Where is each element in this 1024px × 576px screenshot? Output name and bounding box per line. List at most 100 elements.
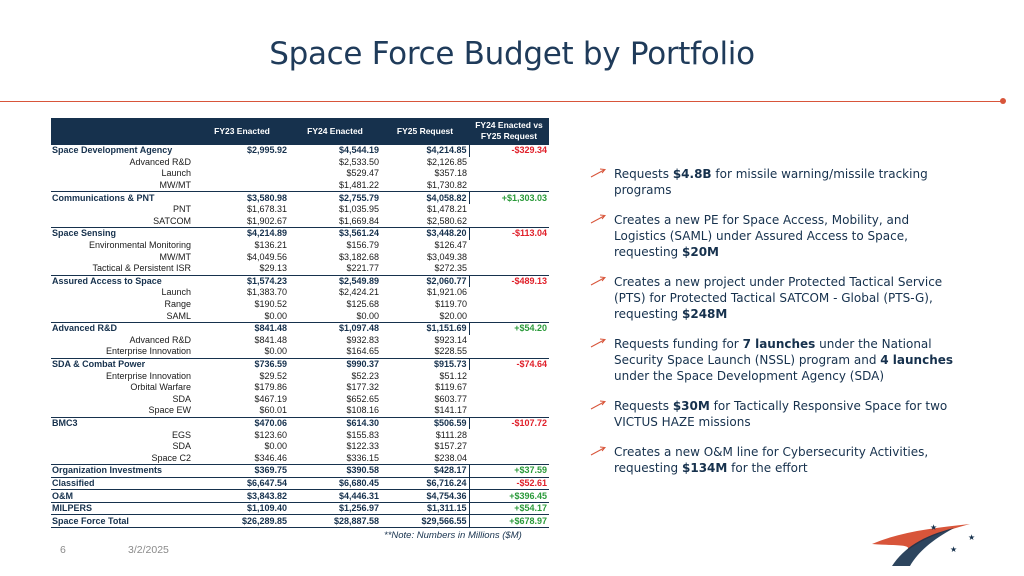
table-row: Advanced R&D $2,533.50 $2,126.85 [51,157,549,169]
cell-delta: +$37.59 [468,464,549,478]
cell-delta [469,310,549,322]
cell-fy23: $0.00 [264,310,287,321]
cell-fy23 [195,157,289,169]
cell-delta [469,441,549,453]
row-label: Advanced R&D [51,321,195,335]
cell-delta: +$396.45 [468,489,549,503]
cell-fy24: $4,446.31 [289,489,381,503]
cell-delta: -$74.64 [468,357,549,371]
cell-fy23: $123.60 [254,429,287,440]
cell-fy25: $272.35 [434,263,467,274]
cell-fy23: $190.52 [254,299,287,310]
table-row: MW/MT $4,049.56 $3,182.68 $3,049.38 [51,251,549,263]
cell-fy24: $155.83 [346,429,379,440]
highlight-emphasis: $30M [672,399,710,413]
row-label: SDA [172,441,191,452]
cell-fy25: $141.17 [434,405,467,416]
table-row: Launch $1,383.70 $2,424.21 $1,921.06 [51,287,549,299]
cell-fy24: $6,680.45 [289,476,381,490]
cell-fy24: $1,481.22 [338,180,379,191]
cell-fy23: $0.00 [264,346,287,357]
arrow-icon [590,338,606,348]
cell-fy23: $29.52 [259,370,287,381]
cell-fy25: $3,448.20 [381,227,469,240]
cell-fy25: $1,730.82 [426,180,467,191]
cell-delta: -$489.13 [468,274,549,288]
cell-delta: +$678.97 [468,514,549,528]
cell-fy25: $51.12 [439,370,467,381]
table-body: Space Development Agency $2,995.92 $4,544.… [51,143,549,528]
cell-fy24: $28,887.58 [289,514,381,528]
row-label: Advanced R&D [129,334,191,345]
cell-fy23: $4,214.89 [195,227,289,240]
highlight-emphasis: 7 launches [742,337,816,351]
row-label: Space Sensing [51,227,195,240]
table-header-row: FY23 Enacted FY24 Enacted FY25 Request F… [51,118,549,145]
cell-fy24: $0.00 [356,310,379,321]
table-row: Launch $529.47 $357.18 [51,168,549,180]
cell-fy25: $228.55 [434,346,467,357]
table-row: Tactical & Persistent ISR $29.13 $221.77 $2… [51,263,549,275]
table-row: PNT $1,678.31 $1,035.95 $1,478.21 [51,204,549,216]
cell-delta [469,180,549,192]
cell-delta [469,168,549,180]
row-label: Space C2 [151,452,191,463]
row-label: Classified [51,476,195,490]
cell-fy23: $1,109.40 [195,501,289,515]
cell-fy24: $108.16 [346,405,379,416]
cell-fy24: $1,256.97 [289,501,381,515]
cell-delta [469,287,549,299]
cell-delta [469,157,549,169]
cell-fy23: $6,647.54 [195,476,289,490]
row-label: Orbital Warfare [130,382,191,393]
row-label: SATCOM [153,215,191,226]
cell-fy25: $923.14 [434,334,467,345]
cell-fy23: $1,902.67 [246,215,287,226]
row-label: Organization Investments [51,464,195,478]
cell-fy24: $529.47 [346,168,379,179]
row-label: MW/MT [159,251,192,262]
row-label: MILPERS [51,501,195,515]
row-label: SDA [172,393,191,404]
highlight-emphasis: 4 launches [880,353,954,367]
cell-delta [469,382,549,394]
highlight-text: under the Space Development Agency (SDA) [614,369,884,383]
row-label: Space Development Agency [51,143,195,157]
cell-fy25: $111.28 [435,429,467,440]
row-label: Enterprise Innovation [105,346,191,357]
cell-fy23: $736.59 [195,357,289,371]
cell-delta [469,335,549,347]
cell-fy25: $4,214.85 [381,143,469,157]
cell-fy25: $1,151.69 [381,321,469,335]
category-row: O&M $3,843.82 $4,446.31 $4,754.36 +$396.45 [51,489,549,503]
cell-fy24: $122.33 [346,441,379,452]
cell-delta: +$1,303.03 [468,191,549,204]
cell-fy24: $2,533.50 [338,156,379,167]
cell-fy25: $603.77 [434,393,467,404]
highlight-text: Creates a new project under Protected Ta… [614,275,943,321]
header-fy24: FY24 Enacted [289,118,381,145]
row-label: Assured Access to Space [51,274,195,288]
row-label: Tactical & Persistent ISR [92,263,191,274]
highlight-emphasis: $134M [682,461,728,475]
cell-delta [469,240,549,252]
row-label: O&M [51,489,195,503]
page-title: Space Force Budget by Portfolio [269,36,755,72]
cell-fy23: $4,049.56 [246,251,287,262]
cell-delta [469,346,549,358]
cell-fy23: $29.13 [259,263,287,274]
cell-delta [469,452,549,464]
cell-fy25: $915.73 [381,357,469,371]
cell-fy25: $4,058.82 [381,191,469,204]
cell-fy24: $177.32 [346,382,379,393]
table-row: Environmental Monitoring $136.21 $156.79 $1… [51,240,549,252]
header-fy25: FY25 Request [381,118,469,145]
cell-fy23: $1,383.70 [246,287,287,298]
highlight-item: Requests $4.8B for missile warning/missi… [590,166,960,198]
arrow-icon [590,446,606,456]
cell-fy25: $1,311.15 [381,501,469,515]
cell-delta [469,216,549,228]
budget-table: FY23 Enacted FY24 Enacted FY25 Request F… [51,118,549,528]
page-number: 6 [60,544,66,556]
cell-fy24: $221.77 [346,263,379,274]
